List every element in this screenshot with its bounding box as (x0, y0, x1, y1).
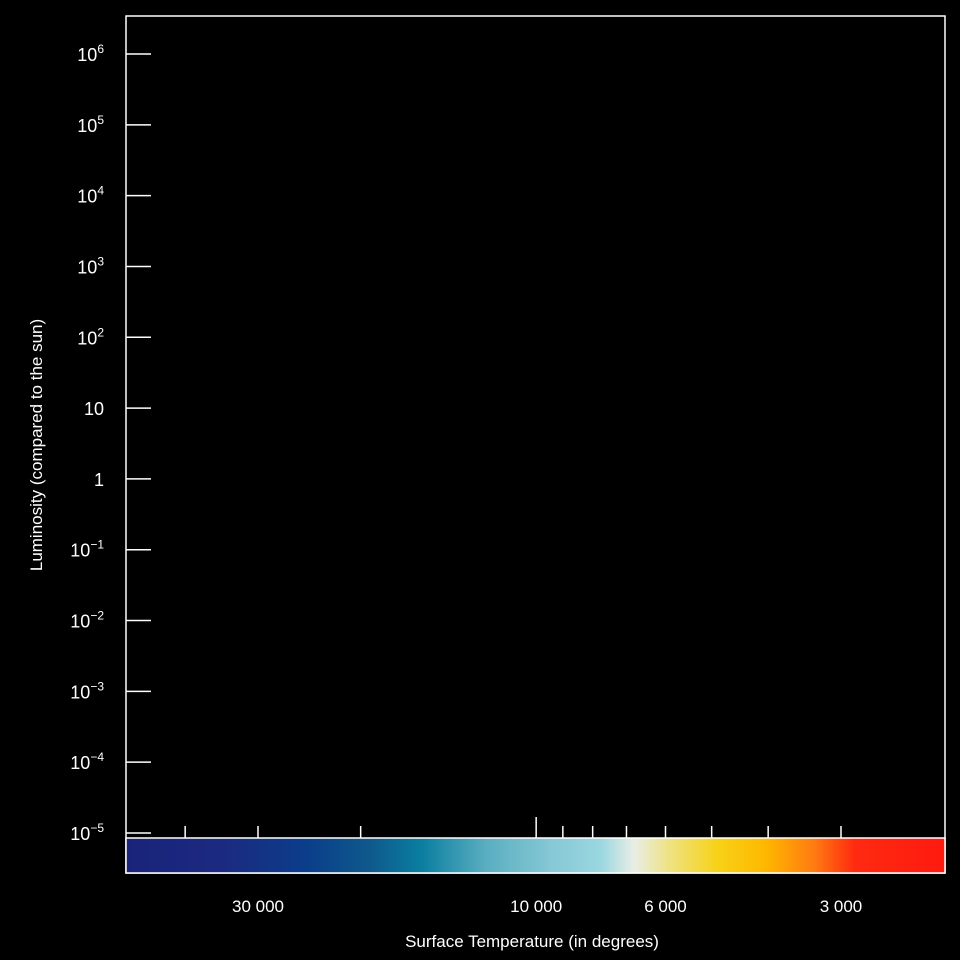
x-tick-label: 30 000 (232, 897, 284, 916)
y-tick-label: 105 (77, 113, 104, 136)
temperature-colorbar (125, 837, 946, 874)
y-tick-label: 10−3 (70, 679, 104, 702)
y-tick-label: 1 (94, 470, 104, 490)
y-tick-label: 10−2 (70, 609, 104, 632)
y-tick-label: 10 (84, 399, 104, 419)
y-tick-label: 104 (77, 184, 104, 207)
y-tick-label: 106 (77, 42, 104, 65)
x-tick-label: 3 000 (820, 897, 863, 916)
y-tick-label: 10−4 (70, 750, 104, 773)
y-tick-label: 103 (77, 254, 104, 277)
y-tick-label: 10−5 (70, 821, 104, 844)
y-tick-label: 10−1 (70, 538, 104, 561)
x-tick-label: 6 000 (644, 897, 687, 916)
y-tick-label: 102 (77, 325, 104, 348)
x-axis-ticks: 30 000 10 000 6 000 3 000 (184, 817, 863, 916)
x-tick-label: 10 000 (510, 897, 562, 916)
x-axis-title: Surface Temperature (in degrees) (405, 932, 659, 951)
y-axis-title: Luminosity (compared to the sun) (27, 319, 46, 571)
